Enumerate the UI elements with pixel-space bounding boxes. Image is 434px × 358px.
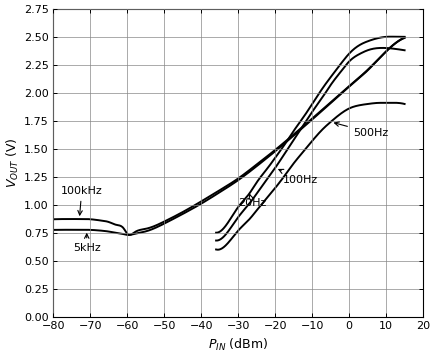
X-axis label: $P_{IN}$ (dBm): $P_{IN}$ (dBm): [207, 337, 268, 353]
Text: 5kHz: 5kHz: [73, 234, 100, 253]
Text: 100kHz: 100kHz: [61, 186, 102, 215]
Text: 100Hz: 100Hz: [278, 169, 317, 185]
Text: 500Hz: 500Hz: [334, 122, 387, 137]
Y-axis label: $V_{OUT}$ (V): $V_{OUT}$ (V): [5, 137, 21, 188]
Text: 20Hz: 20Hz: [238, 195, 266, 208]
